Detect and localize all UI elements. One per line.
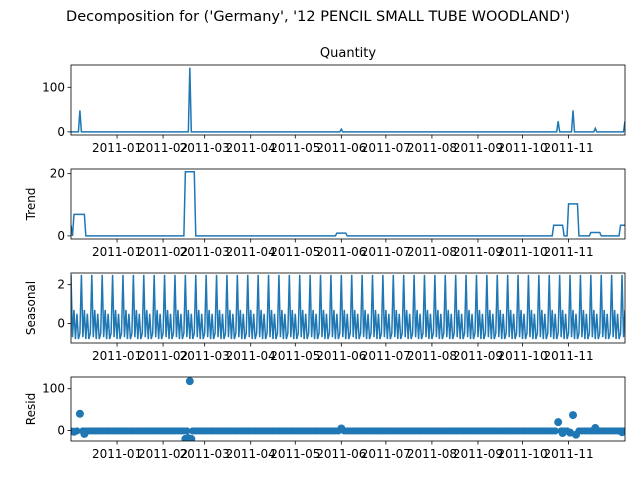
trend-xtick-label: 2011-01 [92, 245, 142, 259]
trend-xtick-label: 2011-02 [138, 245, 188, 259]
resid-xtick-label: 2011-10 [497, 447, 547, 461]
figure-title: Decomposition for ('Germany', '12 PENCIL… [66, 9, 570, 25]
seasonal-xtick-label: 2011-08 [407, 349, 457, 363]
resid-xtick-label: 2011-08 [407, 447, 457, 461]
quantity-axes-frame [70, 64, 626, 136]
quantity-xtick-label: 2011-06 [316, 141, 366, 155]
trend-xtick-label: 2011-06 [316, 245, 366, 259]
seasonal-xtick-label: 2011-05 [270, 349, 320, 363]
seasonal-xtick-label: 2011-11 [543, 349, 593, 363]
resid-point [569, 411, 578, 420]
quantity-xtick-label: 2011-02 [138, 141, 188, 155]
resid-point [75, 409, 84, 418]
quantity-xtick-label: 2011-04 [226, 141, 276, 155]
trend-xtick-label: 2011-09 [453, 245, 503, 259]
trend-series-line [71, 171, 625, 237]
trend-ytick-label: 0 [57, 229, 65, 243]
resid-ylabel: Resid [24, 393, 38, 425]
resid-point [591, 424, 600, 433]
panel-trend: Trend0202011-012011-022011-032011-042011… [24, 167, 626, 259]
quantity-plot-area [71, 67, 625, 133]
trend-xtick-label: 2011-04 [226, 245, 276, 259]
quantity-xtick-label: 2011-01 [92, 141, 142, 155]
panel-seasonal: Seasonal 022011-012011-022011-032011-0420… [24, 272, 626, 363]
resid-point [618, 428, 625, 437]
resid-point [558, 429, 567, 438]
trend-xtick-label: 2011-10 [497, 245, 547, 259]
trend-xtick-label: 2011-07 [361, 245, 411, 259]
quantity-xtick-label: 2011-05 [270, 141, 320, 155]
seasonal-xtick-label: 2011-03 [180, 349, 230, 363]
resid-ytick-label: 100 [42, 382, 65, 396]
trend-plot-area [71, 171, 625, 237]
resid-xtick-label: 2011-02 [138, 447, 188, 461]
resid-ytick-label: 0 [57, 424, 65, 438]
trend-xtick-label: 2011-11 [543, 245, 593, 259]
resid-xtick-label: 2011-11 [543, 447, 593, 461]
quantity-xtick-label: 2011-11 [543, 141, 593, 155]
resid-point [185, 377, 194, 386]
seasonal-axes-frame [70, 272, 626, 344]
resid-point [80, 429, 89, 438]
quantity-xtick-label: 2011-07 [361, 141, 411, 155]
seasonal-ytick-label: 2 [57, 278, 65, 292]
resid-xtick-label: 2011-04 [226, 447, 276, 461]
seasonal-xtick-label: 2011-02 [138, 349, 188, 363]
resid-xtick-label: 2011-09 [453, 447, 503, 461]
seasonal-ytick-label: 0 [57, 317, 65, 331]
seasonal-xtick-label: 2011-04 [226, 349, 276, 363]
trend-ytick-label: 20 [50, 167, 65, 181]
quantity-series-line [71, 67, 625, 133]
seasonal-xtick-label: 2011-06 [316, 349, 366, 363]
trend-axes-frame [70, 168, 626, 240]
resid-point [187, 434, 196, 441]
panel-quantity: Quantity 0 100 2011-012011-022011-032011-04… [42, 46, 626, 155]
seasonal-xtick-label: 2011-07 [361, 349, 411, 363]
quantity-xtick-label: 2011-08 [407, 141, 457, 155]
quantity-title: Quantity [320, 46, 376, 61]
trend-xtick-label: 2011-03 [180, 245, 230, 259]
resid-point [337, 424, 346, 433]
resid-plot-area [71, 377, 625, 441]
seasonal-ylabel: Seasonal [24, 281, 38, 335]
trend-xtick-label: 2011-05 [270, 245, 320, 259]
seasonal-xtick-label: 2011-10 [497, 349, 547, 363]
trend-xtick-label: 2011-08 [407, 245, 457, 259]
resid-xtick-label: 2011-01 [92, 447, 142, 461]
seasonal-plot-area [71, 274, 625, 340]
resid-axes-frame [70, 376, 626, 442]
resid-point [551, 427, 559, 435]
quantity-xtick-label: 2011-09 [453, 141, 503, 155]
quantity-ytick-label: 100 [42, 80, 65, 94]
panels: Quantity01002011-012011-022011-032011-04… [24, 46, 626, 461]
seasonal-xtick-label: 2011-09 [453, 349, 503, 363]
resid-point [71, 427, 78, 436]
resid-xtick-label: 2011-05 [270, 447, 320, 461]
resid-xtick-label: 2011-07 [361, 447, 411, 461]
panel-resid: Resid01002011-012011-022011-032011-04201… [24, 376, 626, 461]
quantity-xtick-label: 2011-10 [497, 141, 547, 155]
quantity-xtick-label: 2011-03 [180, 141, 230, 155]
resid-point [571, 430, 580, 439]
resid-point [183, 427, 191, 435]
quantity-ytick-label: 0 [57, 125, 65, 139]
trend-ylabel: Trend [24, 188, 38, 222]
resid-xtick-label: 2011-06 [316, 447, 366, 461]
resid-point [554, 418, 563, 427]
seasonal-series-line [71, 274, 625, 340]
seasonal-xtick-label: 2011-01 [92, 349, 142, 363]
resid-xtick-label: 2011-03 [180, 447, 230, 461]
